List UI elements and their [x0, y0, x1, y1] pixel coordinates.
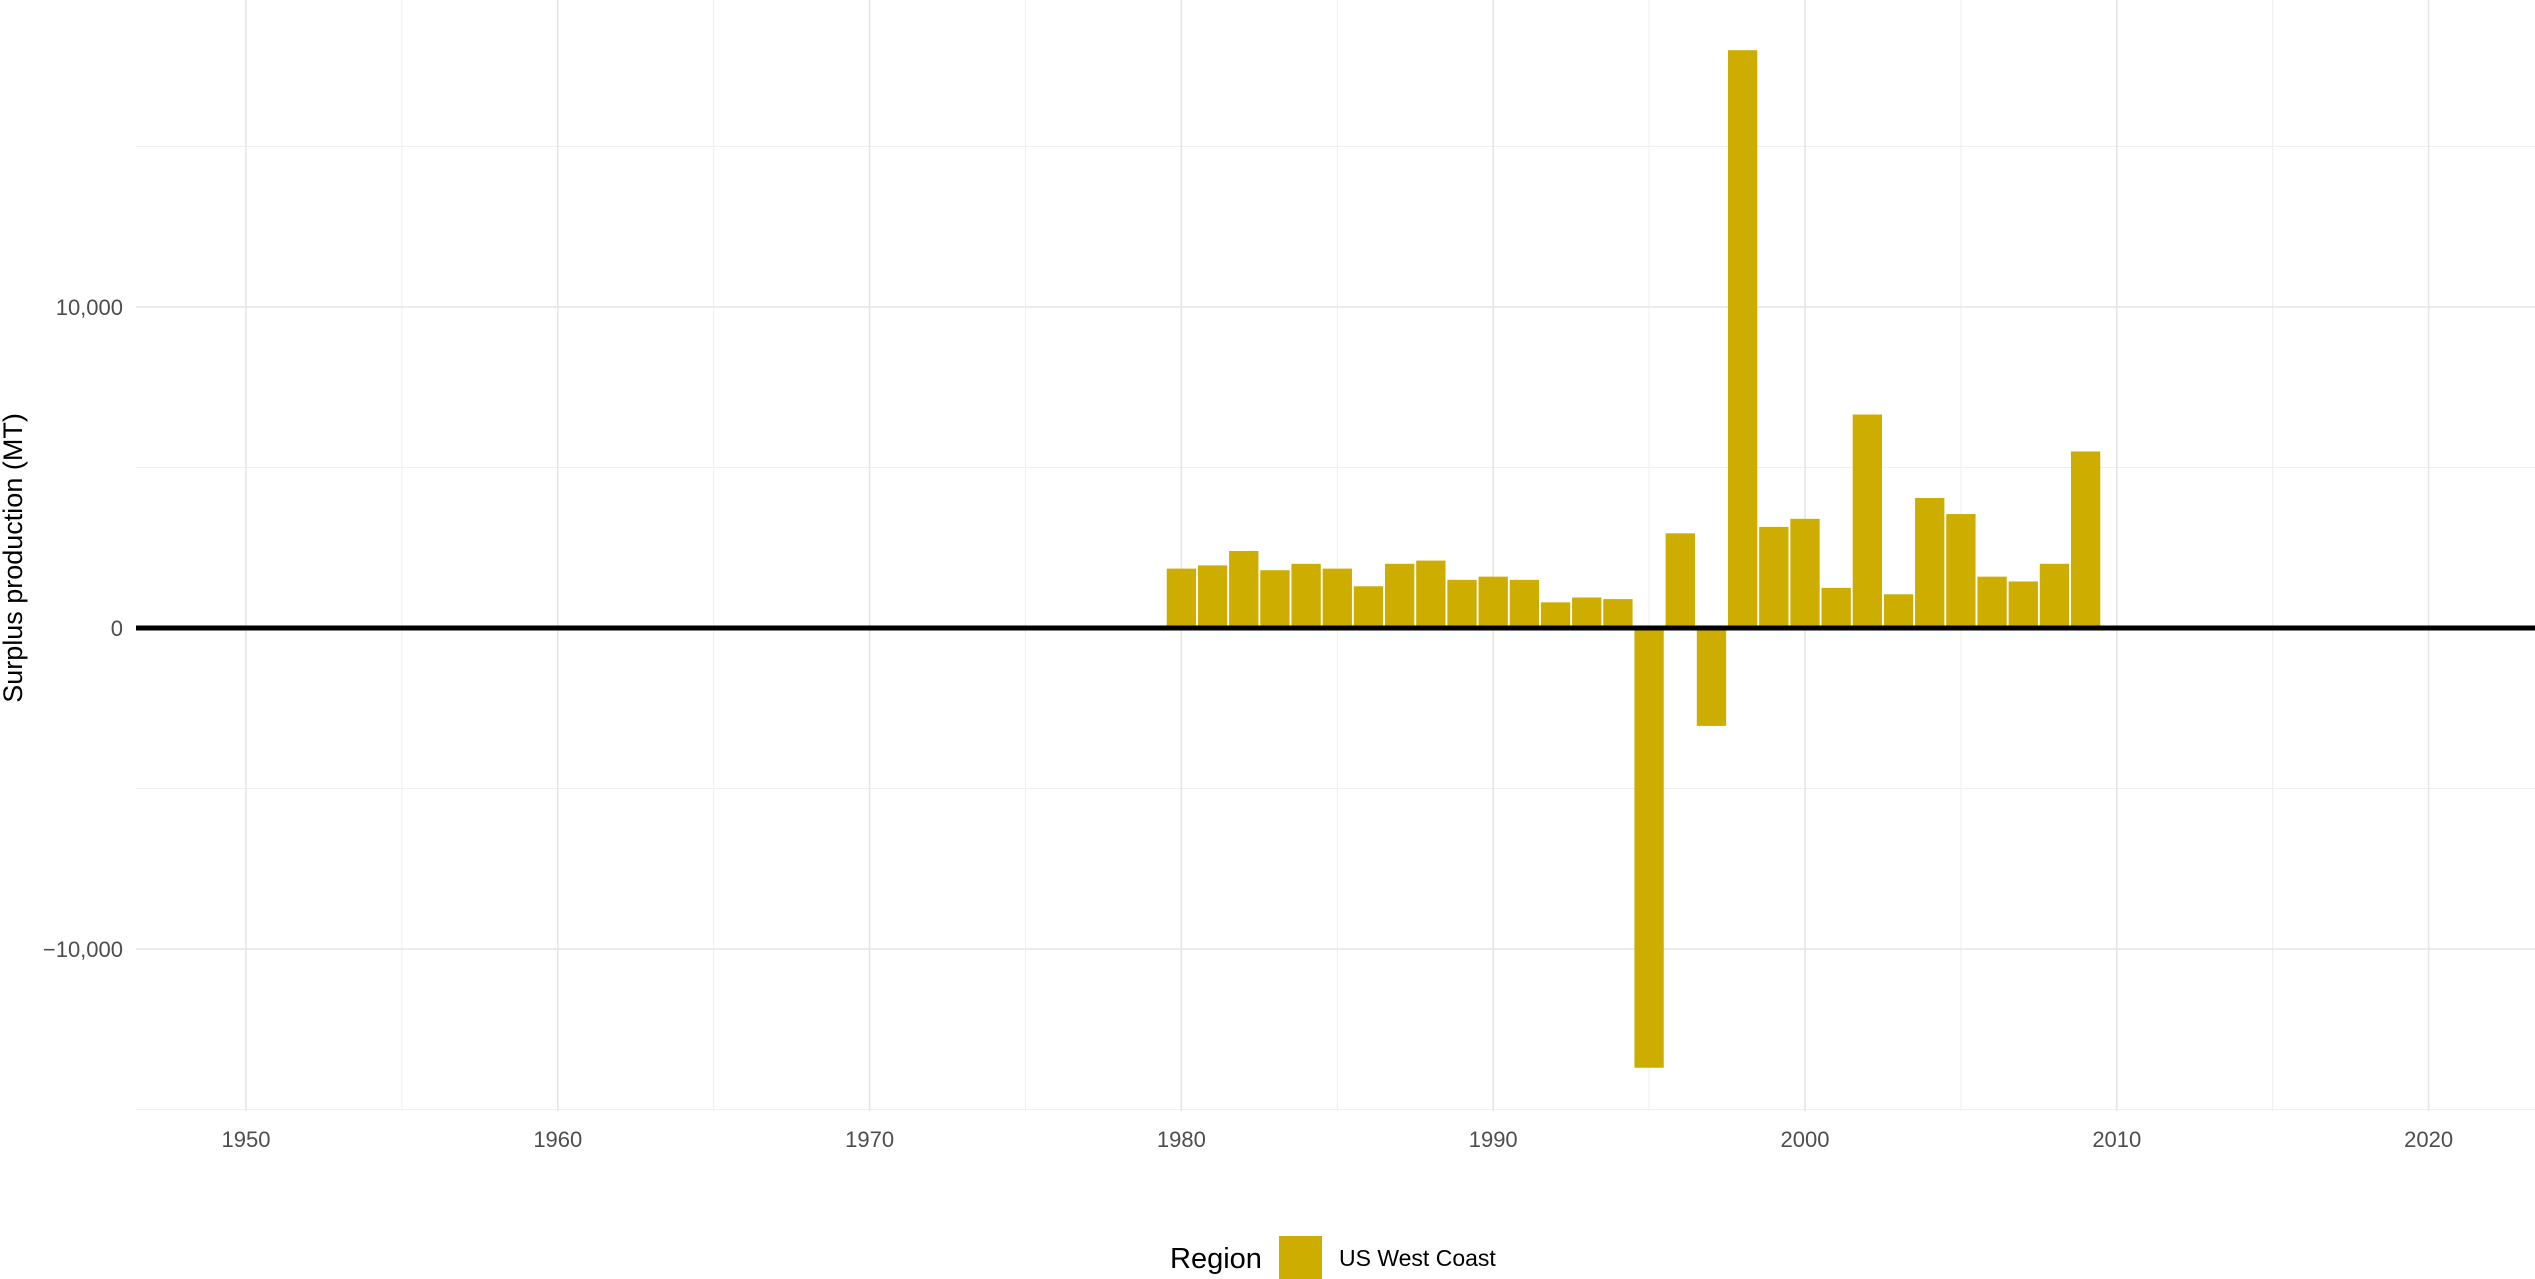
bar-series-us-west-coast — [1166, 50, 2101, 1068]
bar-1996 — [1665, 533, 1695, 628]
minor-gridlines — [136, 0, 2535, 1111]
bar-1983 — [1260, 570, 1290, 628]
y-axis-tick-labels: −10,000 0 10,000 — [43, 295, 123, 962]
bar-1990 — [1478, 576, 1508, 628]
bar-1993 — [1572, 597, 1602, 628]
x-tick-label: 1950 — [222, 1127, 271, 1152]
bar-2002 — [1852, 414, 1883, 628]
x-tick-label: 1960 — [533, 1127, 582, 1152]
y-tick-label: 0 — [111, 616, 123, 641]
x-tick-label: 2000 — [1781, 1127, 1830, 1152]
bar-1998 — [1727, 50, 1758, 628]
y-tick-label: 10,000 — [56, 295, 123, 320]
legend: Region US West Coast — [1170, 1236, 1496, 1279]
bar-1992 — [1540, 602, 1571, 628]
bar-1994 — [1603, 599, 1633, 628]
bar-1987 — [1385, 563, 1415, 628]
bar-2003 — [1883, 594, 1914, 628]
bar-1986 — [1353, 586, 1384, 628]
bar-2004 — [1915, 497, 1945, 628]
x-tick-label: 1990 — [1469, 1127, 1518, 1152]
bar-2001 — [1821, 587, 1851, 628]
bar-1995 — [1634, 628, 1664, 1068]
bar-1988 — [1416, 560, 1446, 628]
bar-1997 — [1696, 628, 1727, 726]
legend-title: Region — [1170, 1243, 1262, 1275]
y-tick-label: −10,000 — [43, 937, 123, 962]
x-tick-label: 1970 — [845, 1127, 894, 1152]
bar-2005 — [1946, 514, 1976, 628]
bar-1999 — [1759, 526, 1789, 628]
bar-2008 — [2039, 563, 2070, 628]
y-axis-title: Surplus production (MT) — [0, 413, 28, 703]
x-tick-label: 2010 — [2092, 1127, 2141, 1152]
bar-2007 — [2008, 581, 2038, 628]
bar-1991 — [1509, 579, 1540, 628]
bar-2000 — [1790, 518, 1820, 628]
x-tick-label: 2020 — [2404, 1127, 2453, 1152]
legend-key-us-west-coast — [1279, 1236, 1322, 1279]
legend-label-us-west-coast: US West Coast — [1339, 1245, 1496, 1271]
bar-2006 — [1977, 576, 2007, 628]
bar-1981 — [1197, 565, 1228, 628]
x-axis-tick-labels: 1950 1960 1970 1980 1990 2000 2010 2020 — [222, 1127, 2454, 1152]
bar-1980 — [1166, 568, 1197, 628]
bar-1984 — [1291, 563, 1321, 628]
major-gridlines — [136, 0, 2535, 1111]
bar-1982 — [1229, 550, 1259, 628]
x-tick-label: 1980 — [1157, 1127, 1206, 1152]
bar-1989 — [1447, 579, 1477, 628]
bar-1985 — [1322, 568, 1352, 628]
bar-2009 — [2070, 451, 2101, 628]
